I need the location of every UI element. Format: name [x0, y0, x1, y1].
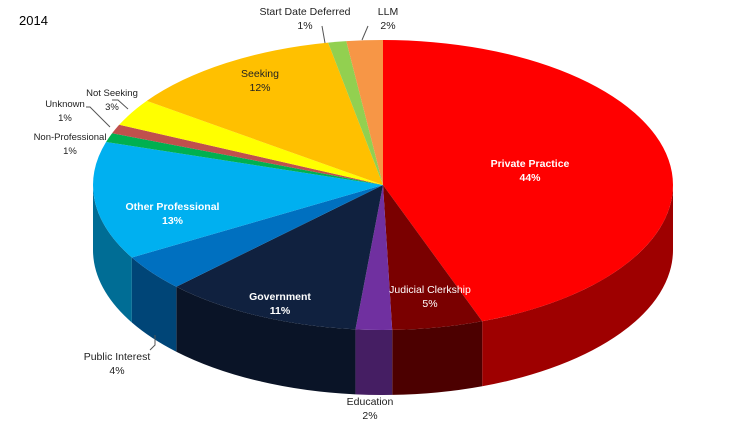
label-public-interest: Public Interest 4%: [83, 351, 151, 377]
slice-side-judicial-clerkship: [392, 321, 483, 395]
label-seeking: Seeking 12%: [241, 68, 279, 94]
label-not-seeking: Not Seeking 3%: [86, 88, 138, 113]
label-other-professional: Other Professional 13%: [125, 201, 220, 227]
label-unknown: Unknown 1%: [45, 99, 85, 124]
slice-judicial-clerkship: [383, 185, 483, 330]
slice-not-seeking: [119, 100, 383, 185]
leader-line: [321, 25, 326, 44]
chart-title: 2014: [19, 13, 48, 28]
label-private-practice: Private Practice 44%: [490, 158, 570, 184]
slice-unknown: [112, 124, 384, 185]
slice-side-other-professional: [93, 185, 132, 323]
slice-private-practice: [383, 40, 673, 322]
label-education: Education 2%: [346, 396, 394, 422]
slice-other-professional: [92, 141, 384, 258]
leader-line: [149, 335, 156, 351]
label-government: Government 11%: [249, 291, 311, 317]
label-start-date-deferred: Start Date Deferred 1%: [259, 6, 351, 32]
leader-line: [112, 99, 129, 110]
slice-side-private-practice: [482, 185, 673, 387]
leader-line: [361, 25, 369, 41]
slice-government: [176, 185, 383, 330]
leader-line: [86, 106, 111, 128]
slice-non-professional: [106, 133, 384, 185]
slice-side-government: [176, 286, 356, 395]
slice-side-public-interest: [131, 257, 177, 352]
slice-public-interest: [131, 185, 383, 287]
slice-start-date-deferred: [328, 41, 383, 186]
slice-education: [355, 185, 393, 331]
label-judicial-clerkship: Judicial Clerkship 5%: [389, 284, 471, 310]
slice-seeking: [146, 42, 383, 186]
slice-llm: [346, 40, 383, 185]
slice-side-education: [355, 329, 393, 395]
label-non-professional: Non-Professional 1%: [33, 132, 107, 157]
label-llm: LLM 2%: [377, 6, 399, 32]
